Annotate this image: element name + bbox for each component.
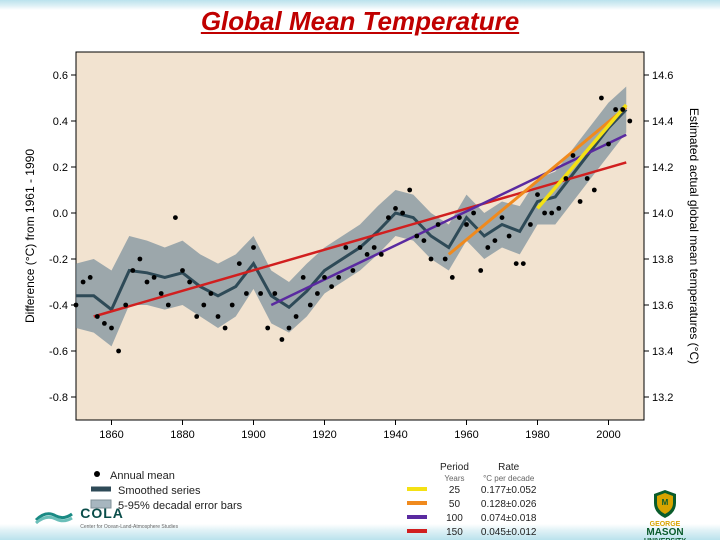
svg-text:14.2: 14.2 [652, 162, 673, 174]
svg-text:0.6: 0.6 [53, 70, 68, 82]
legend-label: Smoothed series [118, 485, 201, 497]
footer-logos: COLA Center for Ocean-Land-Atmosphere St… [34, 500, 686, 534]
svg-text:-0.4: -0.4 [49, 300, 68, 312]
svg-text:13.8: 13.8 [652, 254, 673, 266]
cola-sub: Center for Ocean-Land-Atmosphere Studies [80, 524, 178, 530]
trend-head-rate: Rate [475, 462, 543, 474]
svg-text:13.6: 13.6 [652, 300, 673, 312]
svg-text:1980: 1980 [525, 429, 549, 441]
svg-text:1940: 1940 [383, 429, 407, 441]
trend-sub-rate: °C per decade [475, 474, 543, 484]
svg-text:14.4: 14.4 [652, 116, 673, 128]
cola-logo: COLA Center for Ocean-Land-Atmosphere St… [34, 505, 178, 530]
svg-text:13.4: 13.4 [652, 346, 673, 358]
gmu-logo: M GEORGEMASONUNIVERSITY [644, 489, 686, 540]
svg-text:1880: 1880 [170, 429, 194, 441]
svg-text:0.4: 0.4 [53, 116, 68, 128]
chart-svg: 1860 1880 1900 1920 1940 1960 1980 2000 -0.8 -0.6… [18, 42, 702, 462]
svg-text:1900: 1900 [241, 429, 265, 441]
legend-label: Annual mean [110, 470, 175, 482]
svg-text:0.0: 0.0 [53, 208, 68, 220]
temperature-chart: 1860 1880 1900 1920 1940 1960 1980 2000 -0.8 -0.6… [18, 42, 702, 462]
trend-years: 25 [434, 484, 475, 498]
cola-swoosh-icon [34, 508, 74, 526]
svg-text:M: M [662, 498, 669, 507]
svg-text:0.2: 0.2 [53, 162, 68, 174]
svg-text:Estimated actual global mean t: Estimated actual global mean temperature… [687, 108, 701, 364]
svg-text:2000: 2000 [596, 429, 620, 441]
trend-row: 250.177±0.052 [400, 484, 542, 498]
svg-text:1920: 1920 [312, 429, 336, 441]
svg-text:13.2: 13.2 [652, 392, 673, 404]
svg-text:-0.8: -0.8 [49, 392, 68, 404]
svg-text:-0.2: -0.2 [49, 254, 68, 266]
svg-text:14.0: 14.0 [652, 208, 673, 220]
trend-subhead-row: Years °C per decade [400, 474, 542, 484]
cola-name: COLA [80, 505, 124, 521]
trend-head-period: Period [434, 462, 475, 474]
gmu-shield-icon: M [652, 489, 678, 519]
trend-rate: 0.177±0.052 [475, 484, 543, 498]
svg-text:14.6: 14.6 [652, 70, 673, 82]
svg-text:Difference (°C) from 1961 - 19: Difference (°C) from 1961 - 1990 [23, 149, 37, 323]
trend-head-row: Period Rate [400, 462, 542, 474]
svg-text:1860: 1860 [99, 429, 123, 441]
slide-title: Global Mean Temperature [0, 6, 720, 37]
svg-text:-0.6: -0.6 [49, 346, 68, 358]
svg-text:1960: 1960 [454, 429, 478, 441]
trend-sub-years: Years [434, 474, 475, 484]
